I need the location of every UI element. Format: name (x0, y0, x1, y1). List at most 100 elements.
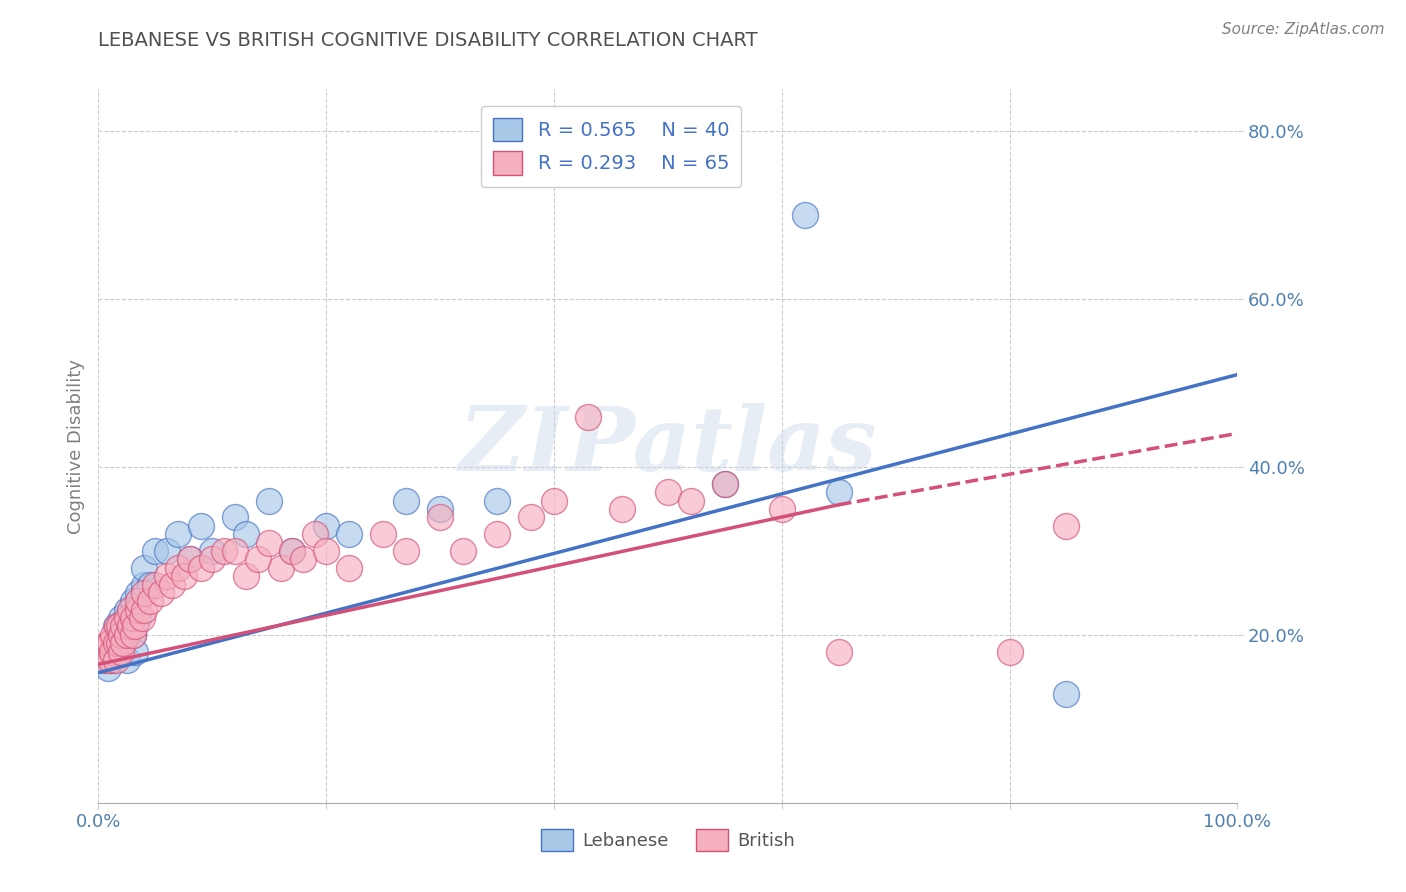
Point (124, 619, 146, 633)
Point (145, 577, 167, 591)
Point (115, 653, 138, 667)
Point (115, 611, 138, 625)
Point (201, 552, 224, 566)
Point (112, 636, 135, 650)
Point (679, 493, 702, 508)
Point (120, 619, 142, 633)
Point (371, 527, 394, 541)
Point (104, 619, 127, 633)
Point (1054, 518, 1078, 533)
Point (120, 603, 142, 617)
Point (259, 493, 281, 508)
Point (127, 603, 149, 617)
Point (105, 619, 128, 633)
Point (179, 552, 201, 566)
Point (337, 560, 360, 574)
Point (612, 502, 634, 516)
Point (315, 518, 337, 533)
Text: LEBANESE VS BRITISH COGNITIVE DISABILITY CORRELATION CHART: LEBANESE VS BRITISH COGNITIVE DISABILITY… (98, 31, 758, 50)
Point (131, 611, 153, 625)
Point (93, 645, 115, 659)
Point (167, 527, 190, 541)
Point (714, 476, 737, 491)
Point (235, 569, 257, 583)
Point (998, 645, 1021, 659)
Point (190, 560, 212, 574)
Point (156, 544, 179, 558)
Point (395, 493, 418, 508)
Point (101, 653, 124, 667)
Y-axis label: Cognitive Disability: Cognitive Disability (66, 359, 84, 533)
Point (121, 628, 143, 642)
Point (127, 594, 149, 608)
Point (145, 544, 167, 558)
Point (93, 653, 115, 667)
Point (770, 502, 793, 516)
Point (486, 493, 509, 508)
Point (828, 485, 851, 500)
Point (110, 611, 132, 625)
Point (110, 628, 132, 642)
Point (104, 636, 127, 650)
Point (108, 636, 131, 650)
Point (259, 535, 281, 549)
Point (246, 552, 269, 566)
Legend: Lebanese, British: Lebanese, British (533, 822, 803, 858)
Point (281, 544, 304, 558)
Point (127, 586, 149, 600)
Point (657, 485, 679, 500)
Point (132, 586, 155, 600)
Point (121, 611, 143, 625)
Point (121, 628, 143, 642)
Point (98, 645, 121, 659)
Point (337, 527, 360, 541)
Point (108, 636, 131, 650)
Point (132, 603, 155, 617)
Point (292, 552, 315, 566)
Point (101, 645, 124, 659)
Point (1054, 687, 1078, 701)
Point (224, 510, 246, 524)
Point (190, 518, 212, 533)
Point (281, 544, 304, 558)
Point (224, 544, 246, 558)
Point (576, 409, 599, 424)
Point (793, 208, 815, 222)
Point (429, 502, 451, 516)
Point (714, 476, 737, 491)
Point (828, 645, 851, 659)
Point (486, 527, 509, 541)
Point (108, 619, 131, 633)
Point (138, 594, 160, 608)
Point (270, 560, 292, 574)
Point (94, 653, 117, 667)
Point (212, 544, 235, 558)
Point (98, 636, 121, 650)
Point (304, 527, 326, 541)
Point (115, 603, 138, 617)
Point (120, 611, 142, 625)
Point (110, 645, 132, 659)
Text: Source: ZipAtlas.com: Source: ZipAtlas.com (1222, 22, 1385, 37)
Point (132, 560, 155, 574)
Point (451, 544, 474, 558)
Point (179, 552, 201, 566)
Point (124, 645, 146, 659)
Point (98, 653, 121, 667)
Point (96, 661, 118, 675)
Point (520, 510, 543, 524)
Point (112, 619, 135, 633)
Point (96, 636, 118, 650)
Point (156, 569, 179, 583)
Point (104, 653, 127, 667)
Point (115, 628, 138, 642)
Point (201, 544, 224, 558)
Point (112, 619, 135, 633)
Point (315, 544, 337, 558)
Point (110, 628, 132, 642)
Point (429, 510, 451, 524)
Point (543, 493, 565, 508)
Text: ZIPatlas: ZIPatlas (460, 403, 876, 489)
Point (235, 527, 257, 541)
Point (150, 586, 173, 600)
